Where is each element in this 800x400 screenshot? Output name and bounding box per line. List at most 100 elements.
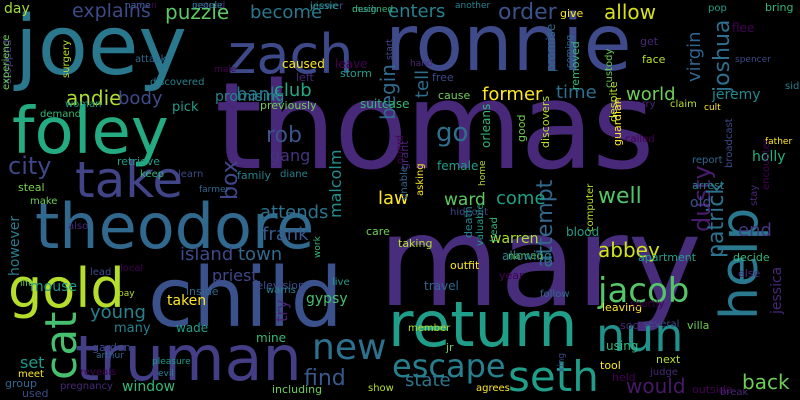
word-taken: taken (167, 293, 207, 309)
word-several: several (643, 319, 680, 330)
word-held: held (612, 371, 636, 384)
word-another: another (455, 1, 491, 11)
word-next: next (656, 353, 681, 366)
word-theodore: theodore (35, 190, 315, 263)
word-jessica: jessica (769, 266, 785, 314)
word-time: time (556, 82, 597, 103)
word-asking: asking (415, 163, 426, 196)
word-care: care (366, 225, 390, 238)
word-year: year (499, 269, 524, 282)
word-back: back (742, 370, 790, 394)
word-jacob: jacob (598, 271, 690, 311)
word-inside: inside (186, 285, 219, 298)
word-using: using (606, 339, 639, 353)
word-wade: wade (176, 321, 209, 335)
word-called: called (625, 134, 655, 145)
word-tell: tell (412, 69, 433, 98)
word-instead: instead (192, 1, 226, 11)
word-attack: attack (135, 54, 167, 65)
word-evil: evil (158, 369, 174, 379)
word-used: used (22, 387, 49, 400)
word-explains: explains (72, 0, 151, 22)
word-well: well (598, 184, 642, 209)
word-outside: outside (692, 383, 733, 396)
word-people: people (192, 1, 223, 11)
word-make: make (30, 196, 58, 207)
word-frank: frank (262, 224, 309, 245)
word-blood: blood (566, 225, 600, 239)
word-meet: meet (18, 369, 44, 380)
word-judge: judge (650, 367, 678, 378)
word-gypsy: gypsy (306, 291, 348, 307)
word-window: window (122, 379, 176, 395)
word-orleans: orleans (479, 103, 493, 148)
word-however: however (7, 215, 23, 276)
word-former: former (482, 84, 543, 105)
word-find: find (304, 366, 346, 391)
word-garden: garden (92, 341, 131, 354)
word-live: live (332, 277, 350, 288)
word-death: death (462, 206, 475, 238)
word-child: child (148, 251, 343, 346)
word-broadcast: broadcast (724, 118, 735, 168)
word-return: return (388, 288, 578, 361)
word-new: new (312, 327, 387, 368)
word-surgery: surgery (61, 39, 72, 78)
word-storm: storm (340, 67, 372, 80)
word-tool: tool (600, 359, 621, 372)
word-good: good (515, 114, 528, 142)
word-cat: cat (36, 311, 87, 380)
word-valuable: valuable (475, 203, 486, 246)
word-leave: leave (335, 57, 368, 71)
word-lead: lead (90, 267, 112, 278)
word-attends: attends (260, 202, 329, 223)
word-villa: villa (687, 319, 710, 332)
word-holly: holly (752, 149, 786, 165)
word-arrest: arrest (692, 179, 725, 192)
word-face: face (642, 53, 666, 66)
word-orphan: orphan (125, 1, 157, 11)
word-show: show (368, 383, 394, 394)
word-warren: warren (490, 231, 539, 247)
word-malcolm: malcolm (326, 149, 345, 218)
word-town: town (238, 244, 283, 265)
word-warns: warns (266, 285, 296, 296)
word-bay: bay (118, 289, 135, 299)
word-much: much (352, 5, 378, 15)
word-woman: woman (65, 99, 102, 110)
word-hideout: hideout (450, 207, 488, 218)
word-home: home (478, 160, 488, 186)
word-jessie: jessie (310, 1, 339, 12)
word-promising: promising (215, 89, 285, 105)
word-report: report (692, 155, 723, 166)
word-learn: learn (178, 169, 204, 180)
word-gold: gold (8, 257, 125, 320)
word-order: order (498, 0, 557, 25)
word-discovers: discovers (539, 95, 552, 148)
word-taking: taking (398, 237, 433, 250)
word-family: family (237, 169, 271, 182)
word-priest: priest (212, 266, 258, 285)
word-coming: coming (565, 34, 575, 68)
word-unable: unable (399, 165, 410, 200)
word-jeremy: jeremy (712, 87, 761, 103)
word-leaving: leaving (602, 301, 643, 314)
word-puzzle: puzzle (165, 0, 230, 24)
word-reveals: reveals (80, 367, 117, 378)
word-thomas: thomas (215, 58, 654, 197)
word-encounter: encounter (761, 139, 772, 190)
word-suitcase: suitcase (360, 97, 410, 111)
word-give: give (560, 7, 584, 20)
word-virgin: virgin (684, 31, 705, 82)
word-set: set (20, 353, 45, 372)
word-andie: andie (66, 86, 122, 110)
word-ward: ward (444, 190, 486, 210)
word-take: take (75, 151, 184, 209)
word-hand: hand (410, 59, 433, 69)
word-travel: travel (424, 279, 459, 293)
word-pick: pick (172, 100, 199, 115)
word-steal: steal (18, 181, 45, 194)
word-also: also (68, 221, 89, 232)
word-mary: mary (378, 190, 702, 335)
